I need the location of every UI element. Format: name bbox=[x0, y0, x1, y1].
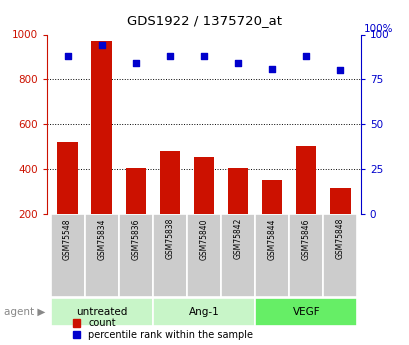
Bar bbox=[220, 214, 254, 297]
Point bbox=[132, 60, 139, 66]
Bar bbox=[153, 298, 254, 326]
Text: GDS1922 / 1375720_at: GDS1922 / 1375720_at bbox=[127, 14, 282, 27]
Bar bbox=[261, 180, 282, 259]
Bar bbox=[227, 168, 248, 259]
Point bbox=[64, 53, 71, 59]
Point bbox=[234, 60, 241, 66]
Text: agent ▶: agent ▶ bbox=[4, 307, 45, 317]
Text: GSM75844: GSM75844 bbox=[267, 218, 276, 259]
Bar bbox=[295, 146, 316, 259]
Text: GSM75848: GSM75848 bbox=[335, 218, 344, 259]
Bar bbox=[329, 188, 350, 259]
Text: GSM75838: GSM75838 bbox=[165, 218, 174, 259]
Text: GSM75548: GSM75548 bbox=[63, 218, 72, 259]
Text: GSM75834: GSM75834 bbox=[97, 218, 106, 259]
Point bbox=[336, 68, 343, 73]
Bar bbox=[288, 214, 323, 297]
Point bbox=[268, 66, 275, 71]
Bar bbox=[159, 151, 180, 259]
Point bbox=[98, 42, 105, 48]
Bar bbox=[153, 214, 187, 297]
Point bbox=[166, 53, 173, 59]
Text: GSM75846: GSM75846 bbox=[301, 218, 310, 259]
Bar bbox=[193, 157, 213, 259]
Bar bbox=[125, 168, 146, 259]
Bar bbox=[91, 41, 112, 259]
Text: untreated: untreated bbox=[76, 307, 127, 317]
Point bbox=[200, 53, 207, 59]
Bar bbox=[50, 298, 153, 326]
Bar bbox=[323, 214, 357, 297]
Text: GSM75842: GSM75842 bbox=[233, 218, 242, 259]
Bar bbox=[119, 214, 153, 297]
Bar bbox=[84, 214, 119, 297]
Bar bbox=[187, 214, 220, 297]
Point bbox=[302, 53, 309, 59]
Text: GSM75840: GSM75840 bbox=[199, 218, 208, 259]
Bar bbox=[57, 142, 78, 259]
Bar bbox=[254, 298, 357, 326]
Legend: count, percentile rank within the sample: count, percentile rank within the sample bbox=[72, 318, 252, 340]
Bar bbox=[254, 214, 288, 297]
Text: GSM75836: GSM75836 bbox=[131, 218, 140, 259]
Bar bbox=[50, 214, 84, 297]
Text: VEGF: VEGF bbox=[292, 307, 319, 317]
Text: 100%: 100% bbox=[363, 24, 393, 34]
Text: Ang-1: Ang-1 bbox=[188, 307, 219, 317]
